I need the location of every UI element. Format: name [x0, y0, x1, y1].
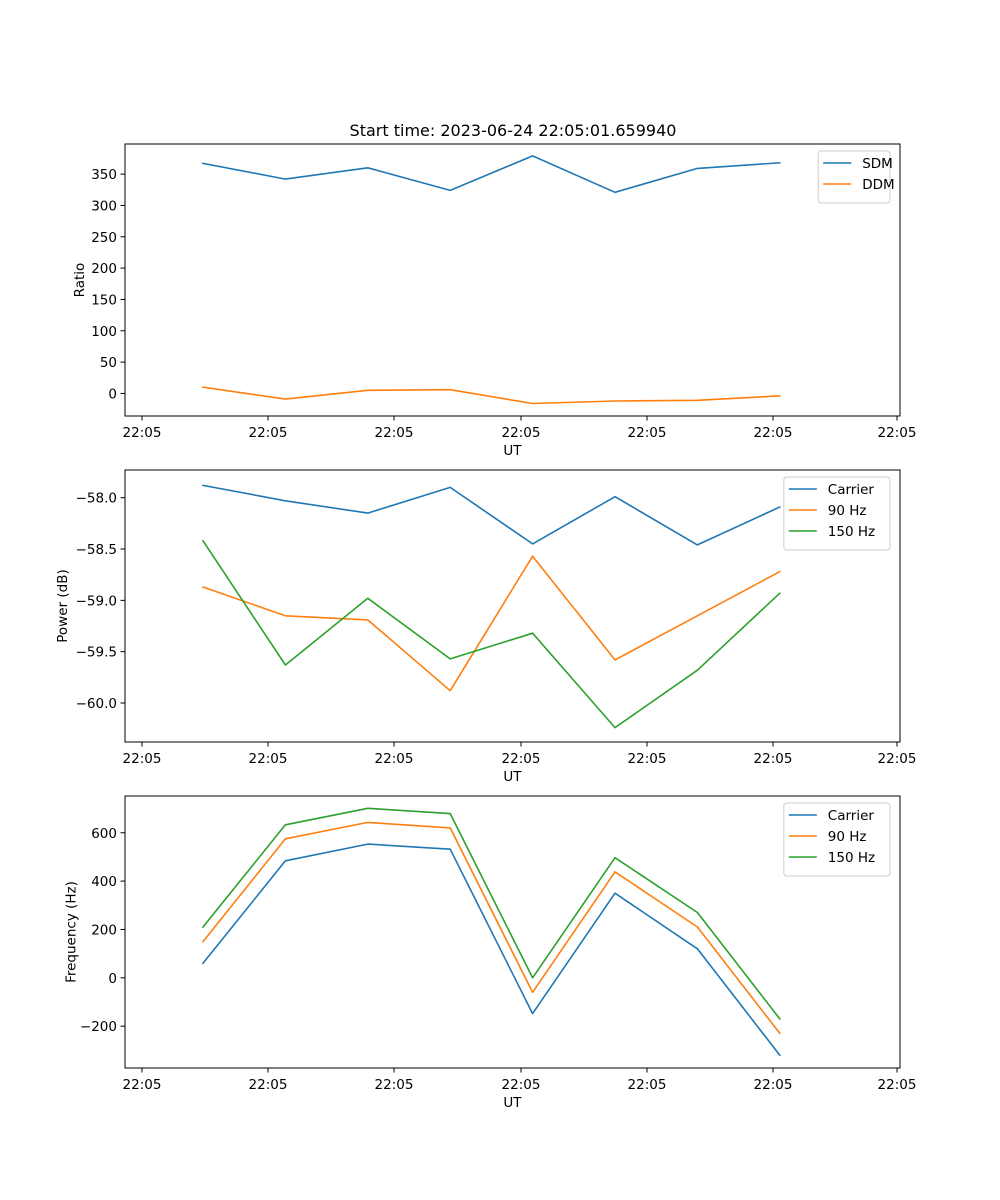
legend-entry: Carrier — [828, 482, 875, 498]
y-tick-label: 250 — [91, 230, 117, 246]
x-tick-label: 22:05 — [123, 425, 162, 441]
x-tick-label: 22:05 — [628, 425, 667, 441]
x-axis-label: UT — [503, 1095, 522, 1111]
legend: Carrier 90 Hz 150 Hz — [783, 802, 891, 877]
series-line-sdm — [202, 155, 781, 194]
y-tick-label: −59.5 — [76, 645, 117, 661]
x-tick-label: 22:05 — [123, 1077, 162, 1093]
y-tick-label: 100 — [91, 324, 117, 340]
x-tick-label: 22:05 — [878, 425, 917, 441]
x-axis-label: UT — [503, 443, 522, 459]
x-tick-label: 22:05 — [754, 425, 793, 441]
y-tick-label: 150 — [91, 292, 117, 308]
axes-frame — [124, 795, 901, 1069]
x-tick-label: 22:05 — [249, 425, 288, 441]
y-tick-label: 600 — [91, 826, 117, 842]
y-tick-label: −58.0 — [76, 491, 117, 507]
x-tick-label: 22:05 — [375, 751, 414, 767]
x-tick-label: 22:05 — [754, 751, 793, 767]
x-tick-label: 22:05 — [502, 425, 541, 441]
y-axis-label: Frequency (Hz) — [63, 881, 79, 983]
legend-entry: 150 Hz — [828, 524, 875, 540]
x-tick-label: 22:05 — [249, 751, 288, 767]
y-axis-label: Ratio — [72, 263, 88, 298]
x-tick-label: 22:05 — [502, 1077, 541, 1093]
y-axis-label: Power (dB) — [55, 569, 71, 642]
series-line-ddm — [202, 386, 781, 405]
plots: 22:05 22:05 22:05 22:05 22:05 22:05 22:05 UT 0 50… — [55, 143, 917, 1111]
series-line-150-hz — [201, 539, 781, 729]
axes-frame — [124, 469, 901, 743]
x-tick-label: 22:05 — [375, 425, 414, 441]
legend-entry: 90 Hz — [828, 503, 867, 519]
x-tick-label: 22:05 — [878, 751, 917, 767]
y-tick-label: −59.0 — [76, 593, 117, 609]
y-tick-label: 400 — [91, 874, 117, 890]
legend-entry: DDM — [862, 177, 894, 193]
x-tick-label: 22:05 — [878, 1077, 917, 1093]
x-tick-label: 22:05 — [754, 1077, 793, 1093]
subplot-1: 22:05 22:05 22:05 22:05 22:05 22:05 22:05 UT 0 50… — [72, 143, 917, 459]
series-line-90-hz — [201, 555, 781, 692]
y-tick-label: 300 — [91, 198, 117, 214]
subplot-2: 22:05 22:05 22:05 22:05 22:05 22:05 22:05 UT −60… — [55, 469, 917, 785]
x-tick-label: 22:05 — [123, 751, 162, 767]
x-tick-label: 22:05 — [375, 1077, 414, 1093]
series-line-90-hz — [201, 821, 781, 1035]
y-tick-label: −200 — [80, 1019, 117, 1035]
x-tick-label: 22:05 — [628, 1077, 667, 1093]
x-tick-label: 22:05 — [502, 751, 541, 767]
y-tick-label: −60.0 — [76, 696, 117, 712]
x-axis-label: UT — [503, 769, 522, 785]
series-line-150-hz — [201, 807, 781, 1021]
subplot-3: 22:05 22:05 22:05 22:05 22:05 22:05 22:05 UT −20… — [63, 795, 917, 1111]
series-line-carrier — [201, 843, 781, 1057]
legend-entry: Carrier — [828, 808, 875, 824]
series-line-carrier — [202, 484, 781, 546]
y-tick-label: 0 — [108, 386, 117, 402]
legend: Carrier 90 Hz 150 Hz — [783, 476, 891, 551]
legend-entry: 90 Hz — [828, 829, 867, 845]
axes-frame — [124, 143, 901, 417]
y-tick-label: 200 — [91, 261, 117, 277]
x-tick-label: 22:05 — [628, 751, 667, 767]
y-tick-label: 50 — [100, 355, 117, 371]
y-tick-label: −58.5 — [76, 542, 117, 558]
y-tick-label: 0 — [108, 971, 117, 987]
legend: SDM DDM — [817, 150, 895, 204]
legend-entry: 150 Hz — [828, 850, 875, 866]
legend-box — [817, 150, 891, 204]
y-tick-label: 200 — [91, 922, 117, 938]
y-tick-label: 350 — [91, 167, 117, 183]
x-tick-label: 22:05 — [249, 1077, 288, 1093]
legend-entry: SDM — [862, 156, 893, 172]
chart-title: Start time: 2023-06-24 22:05:01.659940 — [350, 121, 677, 140]
